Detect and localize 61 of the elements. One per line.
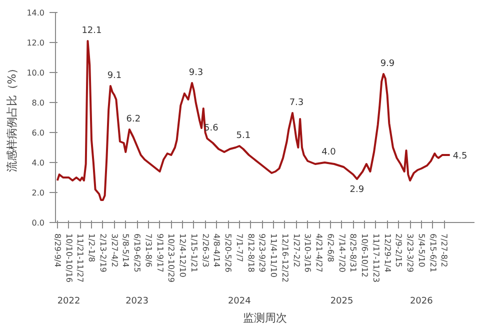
x-tick-label: 8/29-9/4	[52, 234, 62, 268]
x-tick-label: 3/23-3/29	[406, 234, 415, 272]
annotation: 4.0	[322, 148, 336, 158]
x-tick-label: 3/10-3/16	[303, 234, 312, 272]
x-tick-label: 11/21-11/27	[76, 234, 85, 282]
x-tick-label: 9/23-9/29	[258, 234, 267, 272]
x-tick-label: 7/14-7/20	[337, 234, 346, 272]
x-tick-label: 12/4-12/10	[178, 234, 188, 278]
x-tick-label: 2/13-2/19	[98, 234, 108, 272]
text: 2023	[126, 296, 148, 306]
x-tick-label: 4/8-4/14	[212, 234, 222, 268]
y-tick-label: 0.0	[32, 218, 45, 228]
x-tick-label: 4/21-4/27	[314, 234, 324, 272]
annotation: 4.5	[452, 152, 468, 162]
x-tick-label: 6/19-6/25	[132, 234, 142, 272]
x-tick-label: 10/6-10/12	[360, 234, 370, 278]
y-tick-label: 8.0	[32, 98, 45, 108]
x-tick-label: 9/11-9/17	[155, 234, 164, 272]
x-tick-label: 7/31-8/6	[144, 234, 153, 268]
x-tick-label: 6/2-6/8	[326, 234, 335, 262]
x-tick-label: 1/2-1/8	[87, 234, 96, 262]
text: 2024	[228, 296, 252, 306]
x-tick-label: 3/27-4/2	[110, 234, 119, 268]
x-tick-label: 2/9-2/15	[394, 234, 404, 268]
x-tick-label: 7/1-7/7	[234, 234, 244, 262]
y-tick-label: 2.0	[32, 188, 45, 198]
text: 2025	[330, 296, 354, 306]
x-tick-label: 11/4-11/10	[269, 234, 278, 278]
annotation: 9.1	[107, 71, 122, 81]
y-tick-label: 14.0	[26, 8, 44, 18]
text: 2026	[410, 296, 434, 306]
x-tick-label: 1/27-2/2	[292, 234, 301, 268]
annotation: 2.9	[350, 185, 364, 195]
x-tick-label: 8/25-8/31	[348, 234, 358, 272]
text: 2022	[57, 296, 80, 306]
x-tick-label: 12/16-12/22	[280, 234, 290, 282]
x-tick-label: 11/17-11/23	[371, 234, 380, 282]
line-series	[56, 40, 451, 201]
x-tick-label: 6/15-6/21	[428, 234, 438, 272]
x-tick-label: 10/10-10/16	[64, 234, 74, 282]
annotation: 12.1	[82, 26, 102, 36]
y-tick-label: 6.0	[32, 128, 45, 138]
annotation: 7.3	[289, 98, 304, 108]
y-tick-label: 4.0	[32, 158, 45, 168]
x-tick-label: 5/4-5/10	[416, 234, 426, 268]
y-tick-label: 10.0	[26, 68, 44, 78]
x-tick-label: 12/29-1/4	[382, 234, 392, 272]
annotation: 9.3	[188, 68, 204, 78]
x-tick-label: 2/26-3/3	[200, 234, 210, 268]
x-tick-label: 10/23-10/29	[166, 234, 176, 282]
annotation: 9.9	[380, 59, 395, 69]
x-tick-label: 1/15-1/21	[189, 234, 198, 272]
y-tick-label: 12.0	[26, 38, 44, 48]
x-tick-label: 5/20-5/26	[224, 234, 233, 272]
y-axis-title: 流感样病例占比（%）	[6, 62, 19, 172]
annotation: 6.2	[126, 114, 141, 124]
x-axis-title: 监测周次	[243, 312, 287, 324]
annotation: 5.1	[236, 131, 251, 141]
x-tick-label: 7/27-8/2	[440, 234, 449, 268]
x-tick-label: 5/8-5/14	[121, 234, 130, 268]
x-tick-label: 8/12-8/18	[246, 234, 256, 272]
